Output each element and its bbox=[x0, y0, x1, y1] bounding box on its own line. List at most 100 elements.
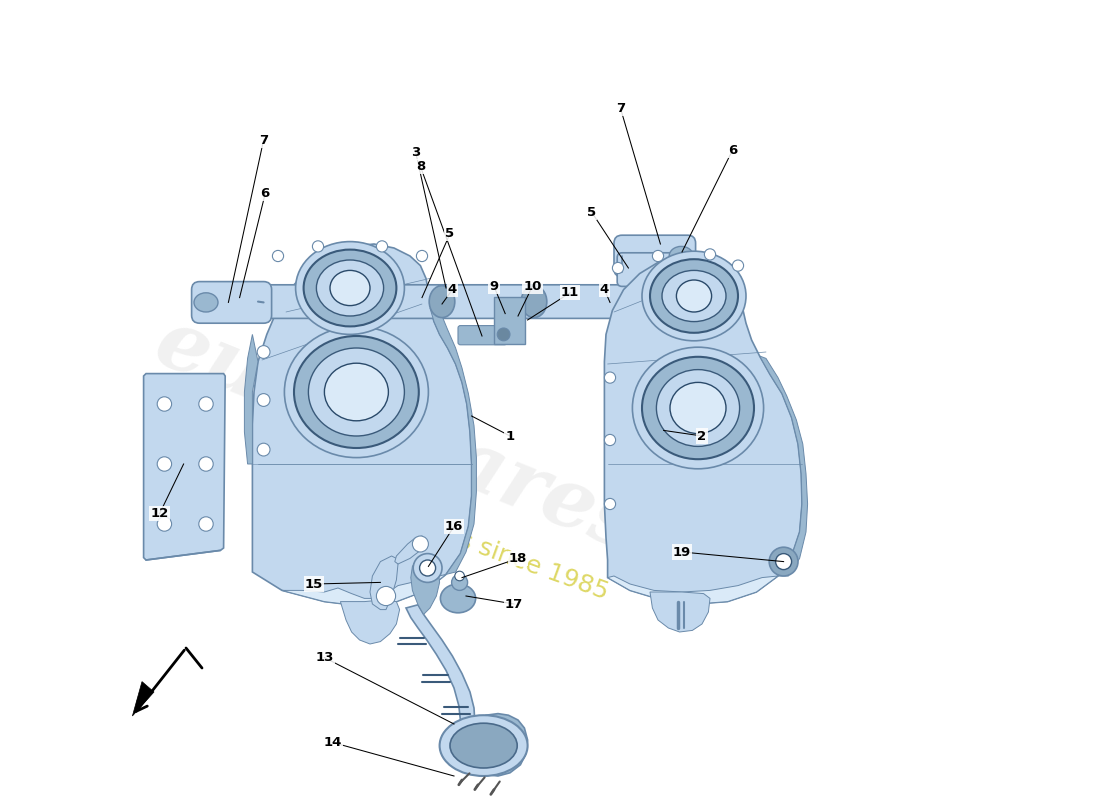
Ellipse shape bbox=[642, 357, 754, 459]
Ellipse shape bbox=[450, 723, 517, 768]
Ellipse shape bbox=[294, 336, 419, 448]
Circle shape bbox=[257, 346, 270, 358]
Polygon shape bbox=[442, 714, 528, 776]
Text: 4: 4 bbox=[448, 283, 456, 296]
Ellipse shape bbox=[662, 270, 726, 322]
Polygon shape bbox=[132, 682, 154, 716]
Circle shape bbox=[652, 250, 663, 262]
Text: 18: 18 bbox=[509, 552, 527, 565]
Circle shape bbox=[257, 443, 270, 456]
Text: 16: 16 bbox=[444, 520, 463, 533]
Circle shape bbox=[604, 434, 616, 446]
Text: 11: 11 bbox=[561, 286, 579, 299]
Polygon shape bbox=[370, 556, 398, 610]
Circle shape bbox=[454, 571, 464, 581]
Text: eurospares: eurospares bbox=[144, 302, 652, 570]
Circle shape bbox=[199, 457, 213, 471]
Circle shape bbox=[257, 394, 270, 406]
Text: 15: 15 bbox=[305, 578, 323, 590]
Circle shape bbox=[604, 498, 616, 510]
Circle shape bbox=[273, 250, 284, 262]
Ellipse shape bbox=[330, 270, 370, 306]
Ellipse shape bbox=[324, 363, 388, 421]
Polygon shape bbox=[395, 536, 426, 564]
Polygon shape bbox=[760, 356, 807, 576]
Polygon shape bbox=[340, 600, 399, 644]
Text: 19: 19 bbox=[673, 546, 691, 558]
FancyBboxPatch shape bbox=[191, 282, 272, 323]
Text: 14: 14 bbox=[323, 736, 342, 749]
Circle shape bbox=[199, 397, 213, 411]
Polygon shape bbox=[650, 592, 710, 632]
Polygon shape bbox=[430, 308, 476, 574]
Ellipse shape bbox=[317, 260, 384, 316]
Ellipse shape bbox=[670, 382, 726, 434]
Circle shape bbox=[497, 328, 510, 341]
Text: 1: 1 bbox=[505, 430, 515, 442]
Circle shape bbox=[412, 536, 428, 552]
Circle shape bbox=[417, 250, 428, 262]
Text: 3: 3 bbox=[411, 146, 420, 158]
Text: 6: 6 bbox=[261, 187, 270, 200]
Polygon shape bbox=[244, 334, 258, 464]
Ellipse shape bbox=[657, 370, 739, 446]
Circle shape bbox=[199, 517, 213, 531]
Text: 9: 9 bbox=[490, 280, 498, 293]
Circle shape bbox=[312, 241, 323, 252]
FancyBboxPatch shape bbox=[614, 235, 695, 277]
Polygon shape bbox=[282, 574, 446, 606]
Polygon shape bbox=[607, 576, 778, 604]
Circle shape bbox=[157, 457, 172, 471]
Circle shape bbox=[157, 517, 172, 531]
Circle shape bbox=[414, 554, 442, 582]
Circle shape bbox=[733, 260, 744, 271]
Text: 6: 6 bbox=[728, 144, 737, 157]
Ellipse shape bbox=[440, 715, 528, 776]
Ellipse shape bbox=[285, 326, 428, 458]
Polygon shape bbox=[144, 374, 225, 560]
Ellipse shape bbox=[440, 584, 475, 613]
Text: 7: 7 bbox=[616, 102, 625, 114]
Circle shape bbox=[776, 554, 792, 570]
Circle shape bbox=[604, 372, 616, 383]
Ellipse shape bbox=[308, 348, 405, 436]
Ellipse shape bbox=[642, 251, 746, 341]
Polygon shape bbox=[252, 244, 472, 606]
Text: 8: 8 bbox=[416, 160, 425, 173]
FancyBboxPatch shape bbox=[253, 285, 447, 318]
Ellipse shape bbox=[632, 347, 763, 469]
Ellipse shape bbox=[314, 286, 339, 318]
Text: 7: 7 bbox=[258, 134, 268, 146]
Circle shape bbox=[419, 560, 436, 576]
Text: 2: 2 bbox=[697, 430, 706, 442]
FancyBboxPatch shape bbox=[437, 285, 627, 318]
Circle shape bbox=[157, 397, 172, 411]
Polygon shape bbox=[604, 253, 802, 604]
Ellipse shape bbox=[194, 293, 218, 312]
Circle shape bbox=[376, 586, 396, 606]
Text: a passion for parts since 1985: a passion for parts since 1985 bbox=[249, 452, 612, 604]
Polygon shape bbox=[406, 605, 475, 739]
FancyBboxPatch shape bbox=[458, 326, 507, 345]
Circle shape bbox=[376, 241, 387, 252]
Ellipse shape bbox=[669, 246, 693, 266]
Text: 12: 12 bbox=[151, 507, 168, 520]
Circle shape bbox=[613, 262, 624, 274]
Text: 13: 13 bbox=[316, 651, 333, 664]
FancyBboxPatch shape bbox=[494, 297, 525, 344]
Ellipse shape bbox=[521, 286, 547, 318]
Circle shape bbox=[769, 547, 798, 576]
Circle shape bbox=[452, 574, 468, 590]
Text: 4: 4 bbox=[600, 283, 609, 296]
Text: 17: 17 bbox=[505, 598, 524, 610]
Ellipse shape bbox=[676, 280, 712, 312]
Ellipse shape bbox=[429, 286, 454, 318]
Ellipse shape bbox=[304, 250, 396, 326]
Text: 10: 10 bbox=[524, 280, 541, 293]
FancyBboxPatch shape bbox=[617, 253, 684, 286]
Ellipse shape bbox=[650, 259, 738, 333]
Text: 5: 5 bbox=[587, 206, 596, 218]
Polygon shape bbox=[410, 555, 440, 614]
Circle shape bbox=[704, 249, 716, 260]
Text: 5: 5 bbox=[446, 227, 454, 240]
